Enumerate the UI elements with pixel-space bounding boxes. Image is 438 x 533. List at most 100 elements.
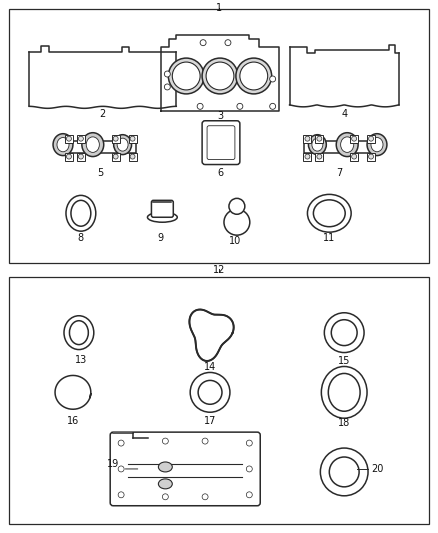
- Text: 6: 6: [217, 167, 223, 177]
- Ellipse shape: [70, 321, 88, 345]
- Circle shape: [168, 58, 204, 94]
- FancyBboxPatch shape: [152, 200, 173, 217]
- Circle shape: [162, 494, 168, 500]
- Text: 8: 8: [78, 233, 84, 243]
- Bar: [129, 152, 137, 160]
- Bar: [65, 135, 73, 143]
- Text: 14: 14: [204, 362, 216, 373]
- FancyBboxPatch shape: [207, 126, 235, 159]
- Bar: [77, 135, 85, 143]
- Text: 9: 9: [157, 233, 163, 243]
- Circle shape: [190, 373, 230, 412]
- Circle shape: [130, 154, 135, 159]
- Bar: [129, 135, 137, 143]
- Ellipse shape: [71, 200, 91, 226]
- Bar: [112, 152, 120, 160]
- Circle shape: [317, 136, 322, 141]
- Circle shape: [368, 154, 374, 159]
- Bar: [315, 152, 323, 160]
- Text: 5: 5: [98, 167, 104, 177]
- Polygon shape: [290, 45, 399, 107]
- Text: 12: 12: [213, 265, 225, 275]
- Ellipse shape: [341, 137, 354, 152]
- Ellipse shape: [159, 462, 172, 472]
- Text: 7: 7: [336, 167, 343, 177]
- Text: 3: 3: [217, 111, 223, 121]
- Circle shape: [113, 154, 118, 159]
- Ellipse shape: [57, 138, 69, 152]
- Circle shape: [270, 103, 276, 109]
- Circle shape: [130, 136, 135, 141]
- Bar: [9, 277, 429, 523]
- Circle shape: [236, 58, 272, 94]
- Circle shape: [200, 39, 206, 46]
- Circle shape: [225, 39, 231, 46]
- Bar: [304, 135, 311, 143]
- Circle shape: [224, 209, 250, 235]
- Text: 15: 15: [338, 356, 350, 366]
- Text: 19: 19: [106, 459, 119, 469]
- Bar: [367, 152, 375, 160]
- Bar: [66, 141, 135, 152]
- Ellipse shape: [321, 367, 367, 418]
- Ellipse shape: [308, 135, 326, 155]
- Circle shape: [240, 62, 268, 90]
- Text: 18: 18: [338, 418, 350, 428]
- Ellipse shape: [336, 133, 358, 157]
- Text: 2: 2: [99, 109, 106, 119]
- Ellipse shape: [328, 374, 360, 411]
- Circle shape: [162, 438, 168, 444]
- Ellipse shape: [66, 196, 96, 231]
- Text: 17: 17: [204, 416, 216, 426]
- Bar: [315, 135, 323, 143]
- Circle shape: [202, 58, 238, 94]
- Ellipse shape: [371, 138, 383, 152]
- Circle shape: [368, 136, 374, 141]
- Bar: [350, 135, 358, 143]
- Circle shape: [305, 154, 310, 159]
- Circle shape: [324, 313, 364, 352]
- Ellipse shape: [114, 135, 131, 155]
- Circle shape: [202, 438, 208, 444]
- Circle shape: [164, 84, 170, 90]
- Circle shape: [237, 103, 243, 109]
- Text: 4: 4: [341, 109, 347, 119]
- FancyBboxPatch shape: [202, 121, 240, 165]
- Circle shape: [331, 320, 357, 345]
- Ellipse shape: [159, 479, 172, 489]
- Ellipse shape: [117, 138, 128, 151]
- Circle shape: [172, 62, 200, 90]
- Ellipse shape: [307, 195, 351, 232]
- Bar: [367, 135, 375, 143]
- Text: 16: 16: [67, 416, 79, 426]
- Circle shape: [270, 76, 276, 82]
- Circle shape: [113, 136, 118, 141]
- Ellipse shape: [148, 212, 177, 222]
- Ellipse shape: [82, 133, 104, 157]
- Bar: [350, 152, 358, 160]
- Ellipse shape: [53, 134, 73, 156]
- Ellipse shape: [314, 200, 345, 227]
- Circle shape: [229, 198, 245, 214]
- Circle shape: [164, 71, 170, 77]
- Circle shape: [67, 154, 71, 159]
- Circle shape: [352, 136, 357, 141]
- Ellipse shape: [86, 137, 99, 152]
- Ellipse shape: [64, 316, 94, 350]
- Circle shape: [206, 62, 234, 90]
- Circle shape: [320, 448, 368, 496]
- Text: 1: 1: [216, 3, 222, 13]
- Circle shape: [198, 381, 222, 404]
- Text: 13: 13: [75, 354, 87, 365]
- Circle shape: [352, 154, 357, 159]
- Polygon shape: [161, 35, 279, 111]
- FancyBboxPatch shape: [110, 432, 260, 506]
- Text: 11: 11: [323, 233, 336, 243]
- Circle shape: [118, 492, 124, 498]
- Bar: [9, 10, 429, 263]
- Circle shape: [202, 494, 208, 500]
- Circle shape: [78, 154, 83, 159]
- Bar: [65, 152, 73, 160]
- Ellipse shape: [367, 134, 387, 156]
- Circle shape: [329, 457, 359, 487]
